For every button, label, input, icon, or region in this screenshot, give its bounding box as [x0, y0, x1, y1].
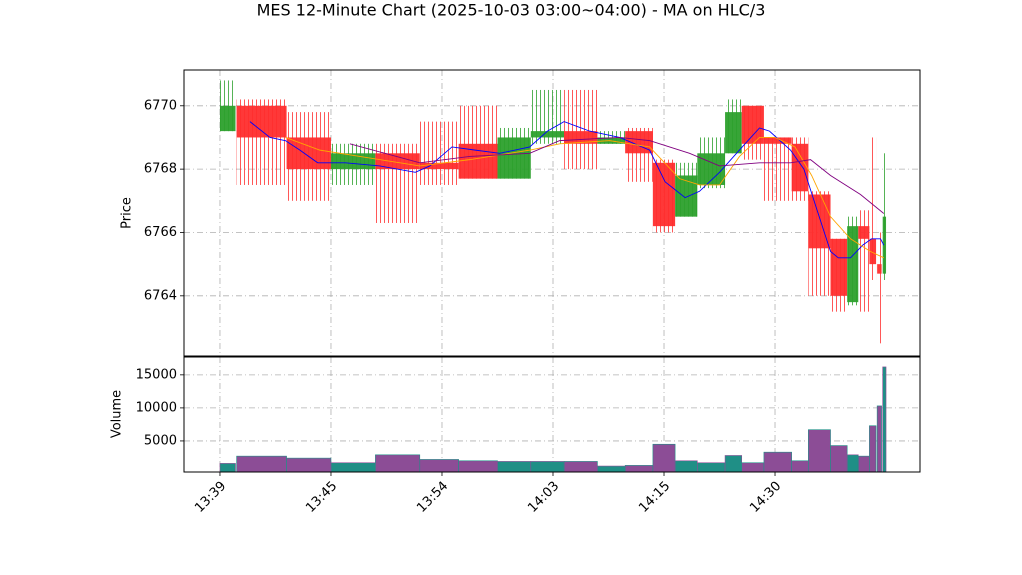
volume-bar	[674, 460, 698, 473]
candle-body	[725, 112, 742, 154]
volume-bar	[741, 462, 765, 473]
candle-body	[419, 162, 459, 170]
moving-average-line	[249, 121, 885, 259]
candle-body	[882, 216, 887, 274]
volume-bar	[458, 460, 498, 473]
chart-title: MES 12-Minute Chart (2025-10-03 03:00~04…	[257, 1, 766, 20]
x-tick-label: 14:03	[525, 479, 562, 516]
candle-body	[625, 131, 653, 154]
x-tick-label: 13:45	[303, 479, 340, 516]
candle-body	[847, 226, 859, 303]
volume-bar	[597, 465, 626, 473]
volume-bar	[563, 461, 598, 473]
y-axis-label: Price	[120, 197, 135, 229]
candle-body	[877, 264, 882, 274]
volume-bar	[882, 366, 887, 473]
volume-bar	[375, 454, 421, 473]
volume-bar	[876, 405, 882, 473]
volume-bar	[846, 454, 859, 473]
x-tick-label: 13:54	[414, 479, 451, 516]
volume-bar	[236, 455, 287, 473]
x-tick-label: 14:30	[747, 479, 784, 516]
volume-tick-label: 10000	[136, 400, 177, 415]
x-tick-label: 13:39	[192, 479, 229, 516]
y-tick-label: 6764	[144, 288, 177, 303]
candle-body	[830, 238, 848, 296]
moving-average-line	[285, 137, 885, 259]
x-tick-label: 14:15	[636, 479, 673, 516]
candle-body	[458, 143, 498, 179]
candle-body	[530, 131, 565, 138]
y-tick-label: 6768	[144, 162, 177, 177]
candle-body	[375, 153, 420, 170]
volume-bar	[330, 462, 376, 473]
candle-body	[286, 137, 331, 170]
candle-body	[497, 137, 531, 179]
volume-bar	[808, 429, 831, 473]
volume-bar	[857, 455, 870, 473]
price-panel-frame	[183, 69, 921, 357]
candle-body	[219, 105, 236, 132]
y-tick-label: 6766	[144, 225, 177, 240]
volume-bar	[697, 462, 726, 473]
volume-bar	[652, 443, 676, 473]
moving-average-line	[349, 137, 885, 214]
volume-bar	[530, 461, 565, 473]
candle-body	[869, 238, 877, 265]
volume-bar	[624, 465, 654, 473]
candle-body	[652, 162, 676, 227]
volume-bar	[419, 459, 459, 473]
wick	[763, 137, 792, 201]
volume-bar	[219, 463, 236, 473]
candle-body	[675, 175, 698, 217]
volume-bar	[763, 451, 792, 473]
candle-body	[763, 137, 792, 144]
y-tick-label: 6770	[144, 98, 177, 113]
wick	[869, 137, 877, 280]
volume-bar	[830, 445, 848, 473]
wick	[564, 89, 598, 170]
wick	[419, 121, 459, 185]
volume-bar	[497, 461, 532, 473]
wick	[877, 232, 882, 344]
volume-tick-label: 5000	[144, 433, 177, 448]
candle-body	[564, 131, 598, 144]
volume-tick-label: 15000	[136, 367, 177, 382]
candle-body	[858, 226, 870, 239]
candle-body	[741, 105, 764, 144]
volume-axis-label: Volume	[110, 390, 125, 438]
volume-bar	[724, 455, 743, 473]
volume-panel-frame	[183, 356, 921, 473]
candle-body	[236, 105, 287, 138]
volume-bar	[869, 425, 877, 473]
volume-bar	[286, 457, 332, 473]
wick	[858, 210, 870, 312]
candle-body	[791, 143, 809, 192]
volume-bar	[791, 460, 809, 473]
